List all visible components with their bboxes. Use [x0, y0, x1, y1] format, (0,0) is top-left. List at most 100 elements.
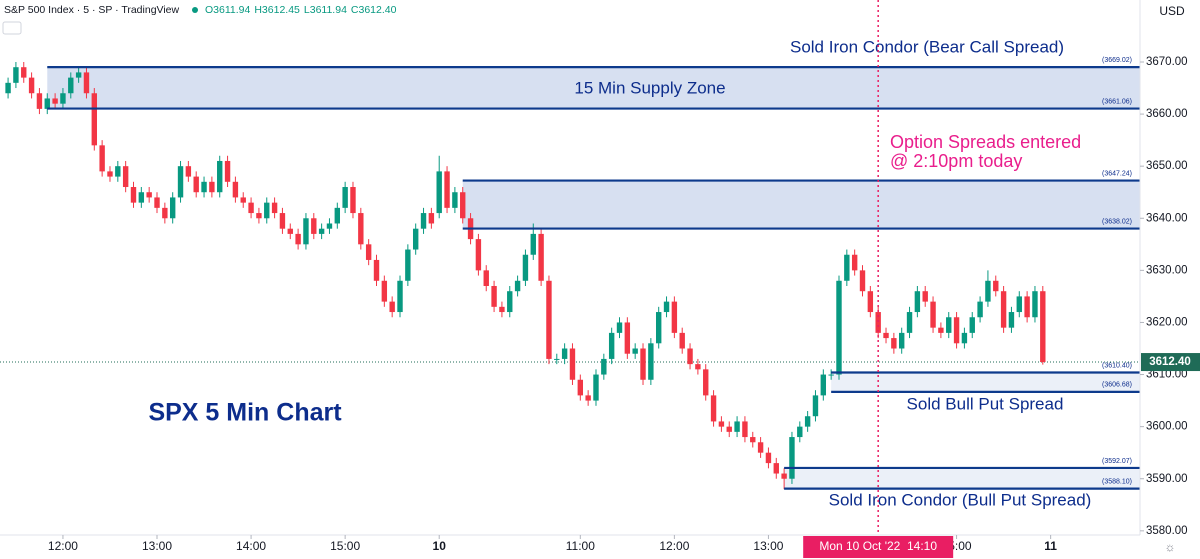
collapse-button[interactable] — [2, 21, 22, 35]
candle-body — [44, 98, 50, 109]
candle-body — [271, 202, 278, 214]
zone-high-label: (3592.07) — [1102, 458, 1132, 465]
candle-body — [789, 437, 795, 479]
candle-body — [365, 244, 372, 260]
candle-body — [522, 254, 529, 281]
candle-body — [75, 72, 82, 78]
candle-body — [224, 160, 231, 182]
annotation: Sold Iron Condor (Bear Call Spread) — [790, 37, 1064, 56]
candle-body — [483, 270, 489, 286]
candle-body — [985, 280, 991, 302]
crosshair-tag — [803, 536, 954, 558]
candle-body — [593, 374, 599, 401]
candle-body — [765, 452, 772, 464]
candle-body — [1024, 296, 1030, 318]
candle-body — [169, 197, 176, 219]
header-bg — [0, 0, 460, 20]
candle-body — [193, 176, 199, 193]
candle-body — [514, 280, 521, 292]
zone-high-label: (3669.02) — [1102, 57, 1132, 64]
x-tick-label: 14:00 — [236, 539, 266, 553]
candle-body — [248, 202, 254, 214]
ohlc-legend: O3611.94 H3612.45 L3611.94 C3612.40 — [205, 4, 397, 16]
candle-body — [452, 192, 458, 208]
zone-low-label: (3661.06) — [1102, 98, 1132, 105]
candle-body — [240, 197, 246, 203]
candle-body — [938, 327, 944, 333]
y-tick-label: 3630.00 — [1146, 264, 1188, 276]
candle-body — [875, 312, 881, 333]
settings-icon[interactable]: ☼ — [1165, 540, 1176, 554]
candle-body — [68, 77, 74, 94]
candle-body — [632, 348, 638, 354]
candle-body — [867, 291, 874, 313]
candle-body — [460, 192, 466, 219]
candle-body — [146, 192, 152, 198]
ohlc-value: L3611.94 — [304, 4, 347, 16]
candle-body — [36, 93, 43, 109]
zone-high-label: (3647.24) — [1102, 170, 1132, 177]
candle-body — [914, 291, 921, 313]
candle-body — [859, 270, 866, 292]
ohlc-value: H3612.45 — [254, 4, 300, 16]
last-price-tag — [1141, 353, 1200, 372]
candle-body — [883, 332, 889, 339]
candle-body — [475, 239, 482, 271]
currency[interactable]: USD — [1159, 4, 1185, 18]
candle-body — [107, 171, 113, 177]
y-tick-label: 3590.00 — [1146, 473, 1188, 485]
candle-body — [28, 77, 35, 94]
candle-body — [898, 332, 905, 349]
candle-body — [561, 348, 568, 359]
candle-body — [232, 181, 239, 198]
annotation: Option Spreads entered — [890, 132, 1081, 152]
x-tick-label: 15:00 — [330, 539, 360, 553]
candle-body — [389, 301, 395, 313]
candle-body — [428, 213, 435, 224]
candle-body — [295, 233, 301, 245]
candles — [0, 61, 1140, 490]
candle-body — [13, 67, 19, 83]
candle-body — [507, 291, 513, 313]
x-tick-label: 11 — [1044, 539, 1057, 553]
candle-body — [616, 322, 623, 333]
candle-body — [264, 202, 270, 219]
candle-body — [334, 207, 341, 224]
annotation: @ 2:10pm today — [890, 151, 1022, 171]
candle-body — [491, 285, 497, 307]
status-dot — [192, 7, 198, 13]
candle-body — [679, 332, 685, 349]
candle-body — [891, 338, 897, 349]
candle-body — [969, 317, 975, 333]
candle-body — [350, 187, 356, 214]
candle-body — [608, 332, 615, 359]
candle-body — [640, 348, 646, 380]
annotations: Sold Iron Condor (Bear Call Spread) 15 Mi… — [148, 37, 1091, 509]
candle-body — [906, 312, 913, 333]
candle-body — [138, 192, 145, 203]
candle-body — [405, 249, 411, 281]
candle-body — [648, 343, 654, 380]
y-tick-label: 3650.00 — [1146, 160, 1188, 172]
y-tick-label: 3600.00 — [1146, 421, 1188, 433]
candle-body — [930, 301, 936, 328]
candle-body — [1040, 291, 1046, 363]
candle-body — [797, 426, 803, 438]
zone-high-label: (3610.40) — [1102, 362, 1132, 369]
candle-body — [953, 317, 960, 344]
annotation: Sold Bull Put Spread — [907, 394, 1064, 413]
candle-body — [122, 166, 129, 188]
candle-body — [444, 171, 450, 208]
y-tick-label: 3610.00 — [1146, 369, 1188, 381]
candle-body — [177, 166, 184, 198]
annotation: 15 Min Supply Zone — [574, 78, 725, 97]
candle-body — [279, 213, 286, 229]
candle-body — [287, 228, 293, 234]
annotation: Sold Iron Condor (Bull Put Spread) — [829, 490, 1092, 509]
candle-body — [130, 187, 137, 203]
candle-body — [742, 421, 748, 438]
y-tick-label: 3620.00 — [1146, 316, 1188, 328]
candle-body — [5, 82, 11, 94]
y-tick-label: 3640.00 — [1146, 212, 1188, 224]
candle-body — [546, 280, 552, 359]
